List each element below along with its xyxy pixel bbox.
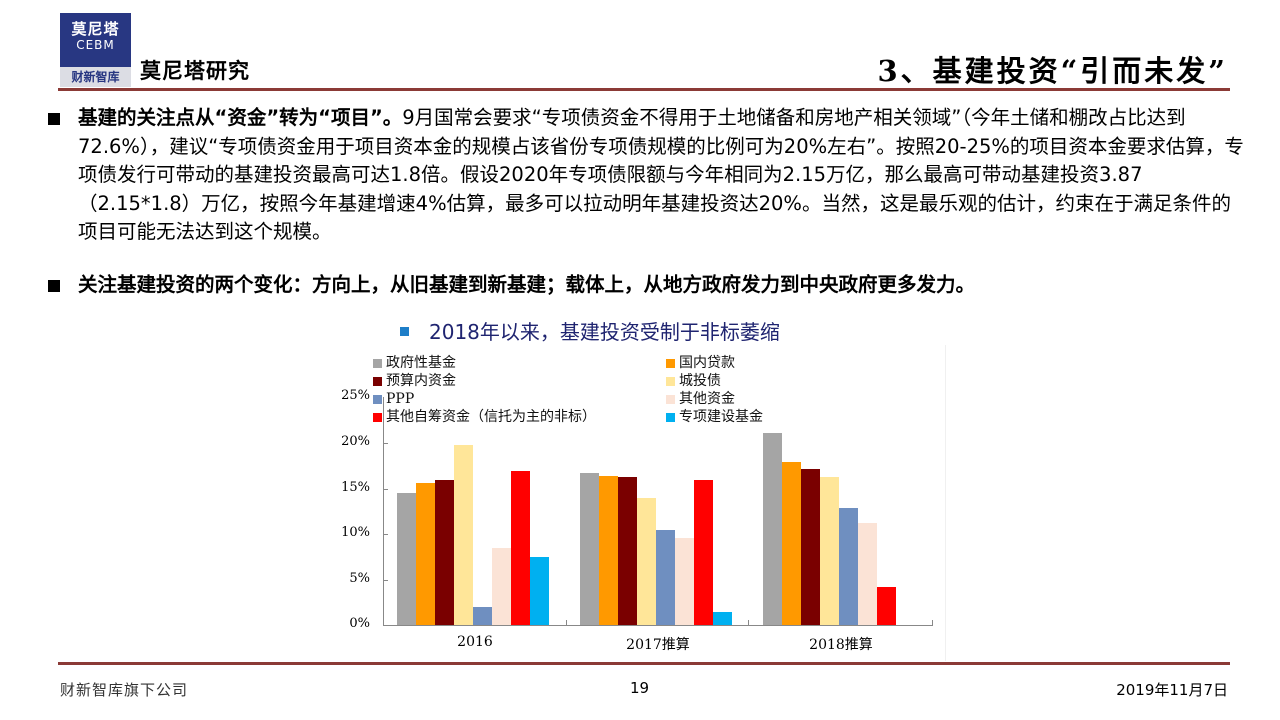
- bar: [618, 477, 637, 625]
- bar: [511, 471, 530, 625]
- footer-date: 2019年11月7日: [1116, 681, 1228, 699]
- legend-item: 政府性基金: [373, 354, 596, 372]
- bar: [416, 483, 435, 625]
- y-tick-label: 10%: [341, 525, 370, 540]
- legend-item: 其他资金: [666, 390, 763, 408]
- slide-title: 3、基建投资“引而未发”: [877, 54, 1228, 88]
- x-tick: [932, 620, 933, 625]
- bullet-1-body: 9月国常会要求“专项债资金不得用于土地储备和房地产相关领域”（今年土储和棚改占比…: [78, 106, 1244, 243]
- legend-item: 其他自筹资金（信托为主的非标）: [373, 408, 596, 426]
- logo-line2: CEBM: [76, 38, 115, 52]
- bar: [713, 612, 732, 625]
- y-tick: [383, 534, 388, 535]
- page-number: 19: [630, 679, 650, 697]
- bar: [656, 530, 675, 625]
- logo-top: 莫尼塔 CEBM: [60, 13, 131, 67]
- legend-item: 专项建设基金: [666, 408, 763, 426]
- y-tick: [383, 580, 388, 581]
- bar: [473, 607, 492, 625]
- y-tick-label: 20%: [341, 434, 370, 449]
- cebm-logo: 莫尼塔 CEBM 财新智库: [60, 13, 131, 87]
- legend-item: 城投债: [666, 372, 763, 390]
- bar: [492, 548, 511, 625]
- legend-swatch: [666, 412, 675, 422]
- x-category-label: 2018推算: [809, 637, 873, 653]
- brand-name: 莫尼塔研究: [140, 58, 250, 83]
- bar: [839, 508, 858, 625]
- legend-swatch: [373, 412, 382, 422]
- logo-line3: 财新智库: [60, 67, 131, 87]
- header-divider: [58, 88, 1230, 91]
- bar: [801, 469, 820, 625]
- y-tick-label: 5%: [349, 571, 370, 586]
- x-axis: [383, 625, 933, 626]
- y-tick-label: 0%: [349, 616, 370, 631]
- bullet-square-icon: [48, 113, 60, 125]
- x-category-label: 2017推算: [626, 637, 690, 653]
- legend-swatch: [373, 358, 382, 368]
- bar: [782, 462, 801, 625]
- chart-legend-right: 国内贷款 城投债 其他资金 专项建设基金: [666, 354, 763, 426]
- bar: [454, 445, 473, 625]
- legend-swatch: [666, 358, 675, 368]
- y-axis: [383, 397, 384, 626]
- footer-company: 财新智库旗下公司: [60, 681, 189, 699]
- footer-divider: [58, 662, 1230, 665]
- bar: [530, 557, 549, 625]
- y-tick-label: 25%: [341, 388, 370, 403]
- y-tick: [383, 443, 388, 444]
- bar: [820, 477, 839, 625]
- bar: [858, 523, 877, 625]
- x-tick: [566, 620, 567, 625]
- y-tick-label: 15%: [341, 480, 370, 495]
- legend-item: PPP: [373, 390, 596, 408]
- bar: [763, 433, 782, 625]
- legend-swatch: [666, 394, 675, 404]
- bar: [637, 498, 656, 625]
- bullet-1-bold: 基建的关注点从“资金”转为“项目”。: [78, 106, 403, 129]
- chart-title-square-icon: [400, 327, 409, 336]
- legend-item: 预算内资金: [373, 372, 596, 390]
- bar: [675, 538, 694, 625]
- y-tick: [383, 489, 388, 490]
- bullet-1: 基建的关注点从“资金”转为“项目”。9月国常会要求“专项债资金不得用于土地储备和…: [48, 104, 1248, 247]
- bar: [435, 480, 454, 625]
- bar: [877, 587, 896, 625]
- bullet-2-bold: 关注基建投资的两个变化：方向上，从旧基建到新基建；载体上，从地方政府发力到中央政…: [78, 273, 976, 296]
- chart-title-text: 2018年以来，基建投资受制于非标萎缩: [429, 320, 780, 344]
- bullet-1-text: 基建的关注点从“资金”转为“项目”。9月国常会要求“专项债资金不得用于土地储备和…: [78, 104, 1248, 247]
- legend-swatch: [373, 394, 382, 404]
- bar: [397, 493, 416, 625]
- bar: [694, 480, 713, 625]
- bullet-2: 关注基建投资的两个变化：方向上，从旧基建到新基建；载体上，从地方政府发力到中央政…: [48, 271, 1248, 300]
- logo-line1: 莫尼塔: [71, 20, 120, 38]
- legend-item: 国内贷款: [666, 354, 763, 372]
- legend-swatch: [666, 376, 675, 386]
- bar: [580, 473, 599, 625]
- legend-swatch: [373, 376, 382, 386]
- chart-title: 2018年以来，基建投资受制于非标萎缩: [400, 316, 780, 345]
- x-category-label: 2016: [457, 634, 493, 650]
- chart-legend-left: 政府性基金 预算内资金 PPP 其他自筹资金（信托为主的非标）: [373, 354, 596, 426]
- x-tick: [748, 620, 749, 625]
- bullet-square-icon: [48, 280, 60, 292]
- bar: [599, 476, 618, 625]
